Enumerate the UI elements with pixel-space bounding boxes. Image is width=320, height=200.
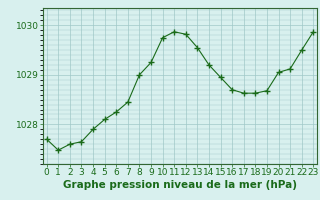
X-axis label: Graphe pression niveau de la mer (hPa): Graphe pression niveau de la mer (hPa) [63,180,297,190]
